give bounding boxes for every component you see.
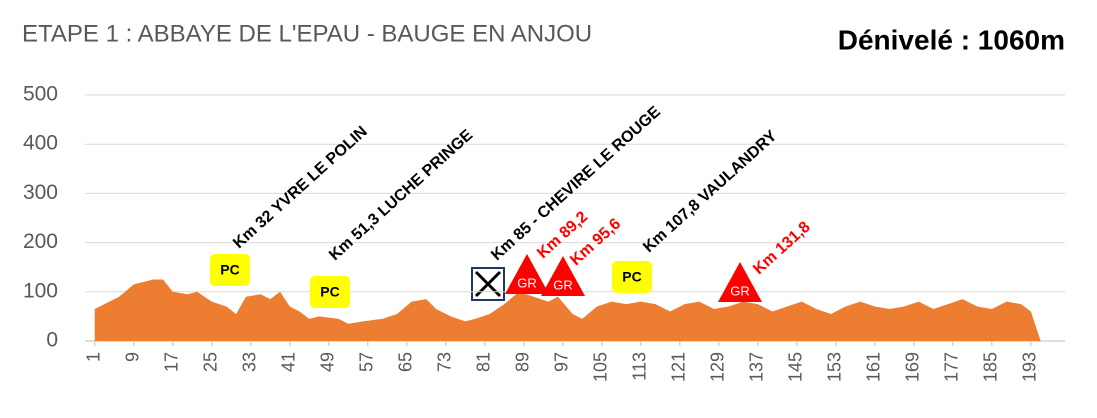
x-tick-label: 1 — [84, 352, 104, 362]
y-tick-label: 300 — [23, 181, 58, 204]
annotation: Km 107,8 VAULANDRY — [640, 127, 780, 256]
pc-box — [612, 261, 652, 293]
gr-label: GR — [553, 277, 573, 292]
y-tick-label: 0 — [46, 329, 58, 352]
elevation-area — [94, 279, 1041, 341]
subtitle: Dénivelé : 1060m — [838, 24, 1065, 55]
gr-triangle — [505, 254, 549, 294]
annotation: Km 85 - CHEVIRE LE ROUGE — [488, 103, 664, 264]
pc-label: PC — [320, 284, 339, 300]
cross-icon — [471, 267, 505, 301]
pc-box — [210, 254, 250, 286]
x-tick-label: 89 — [513, 352, 533, 372]
x-tick-label: 153 — [825, 352, 845, 382]
gr-label: GR — [730, 283, 750, 298]
y-tick-label: 400 — [23, 132, 58, 155]
gr-triangle — [718, 262, 762, 302]
x-tick-label: 129 — [708, 352, 728, 382]
pc-label: PC — [220, 262, 239, 278]
x-tick-label: 145 — [786, 352, 806, 382]
x-tick-label: 193 — [1020, 352, 1040, 382]
x-tick-label: 17 — [162, 352, 182, 372]
x-tick-label: 161 — [864, 352, 884, 382]
x-tick-label: 49 — [318, 352, 338, 372]
chart-title: ETAPE 1 : ABBAYE DE L'EPAU - BAUGE EN AN… — [22, 20, 592, 47]
x-tick-label: 177 — [942, 352, 962, 382]
x-tick-label: 105 — [591, 352, 611, 382]
x-tick-label: 65 — [396, 352, 416, 372]
gr-triangle — [541, 256, 585, 296]
x-tick-label: 169 — [903, 352, 923, 382]
x-tick-label: 113 — [630, 352, 650, 381]
y-tick-label: 100 — [23, 279, 58, 302]
x-tick-label: 81 — [474, 352, 494, 372]
annotation: Km 131,8 — [750, 218, 814, 278]
y-tick-label: 200 — [23, 230, 58, 253]
x-tick-label: 97 — [552, 352, 572, 372]
x-tick-label: 57 — [357, 352, 377, 372]
x-tick-label: 185 — [981, 352, 1001, 382]
x-tick-label: 9 — [123, 352, 143, 362]
pc-box — [310, 276, 350, 308]
x-tick-label: 137 — [747, 352, 767, 382]
x-tick-label: 33 — [240, 352, 260, 372]
pc-label: PC — [622, 269, 641, 285]
x-tick-label: 25 — [201, 352, 221, 372]
x-tick-label: 73 — [435, 352, 455, 372]
y-tick-label: 500 — [23, 83, 58, 106]
x-tick-label: 121 — [669, 352, 689, 382]
x-tick-label: 41 — [279, 352, 299, 372]
gr-label: GR — [517, 275, 537, 290]
